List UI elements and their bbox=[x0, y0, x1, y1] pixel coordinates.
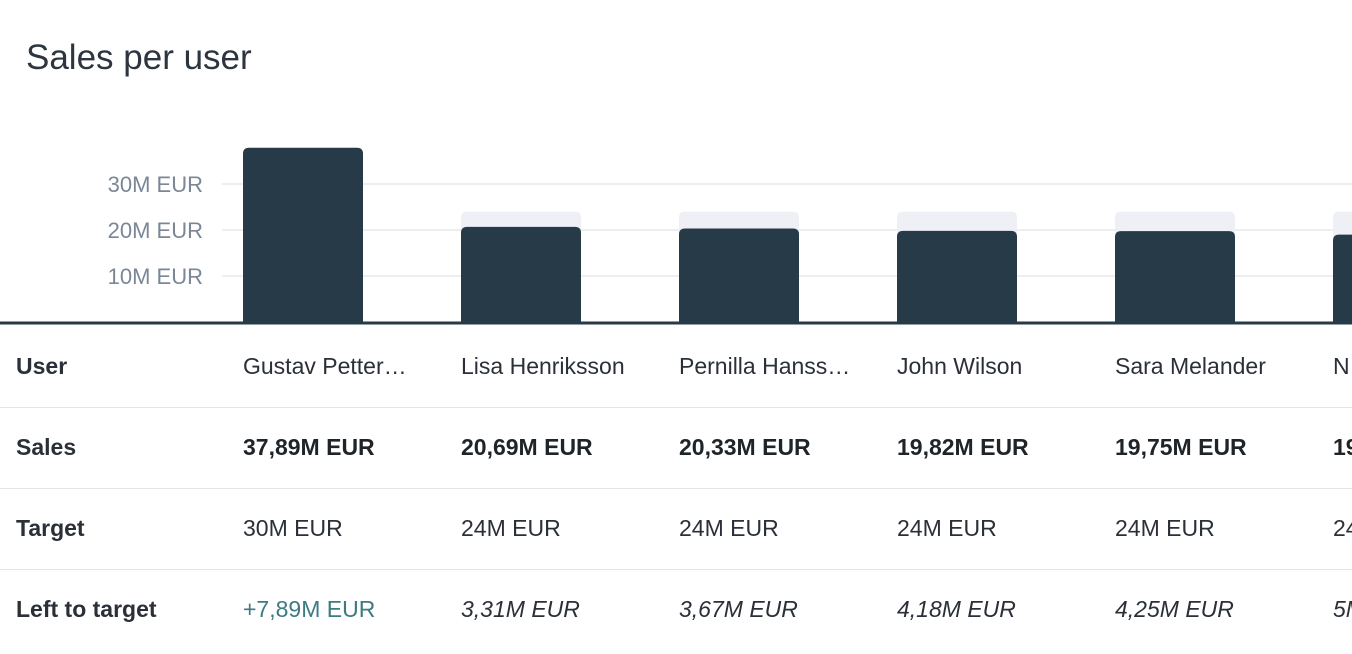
target-cell: 24M EUR bbox=[461, 515, 561, 541]
user-name-cell: Sara Melander bbox=[1115, 352, 1266, 379]
user-row: User Gustav Petter… Lisa Henriksson Pern… bbox=[0, 326, 1352, 407]
row-header-target: Target bbox=[16, 515, 85, 541]
row-header-left-to-target: Left to target bbox=[16, 596, 157, 623]
sales-cell: 20,69M EUR bbox=[461, 434, 593, 460]
sales-bar[interactable] bbox=[1333, 234, 1352, 322]
user-name-cell: Lisa Henriksson bbox=[461, 352, 625, 379]
sales-bars bbox=[243, 147, 1352, 322]
sales-cell: 19 bbox=[1333, 434, 1352, 460]
sales-row: Sales 37,89M EUR 20,69M EUR 20,33M EUR 1… bbox=[0, 407, 1352, 488]
row-header-user: User bbox=[16, 352, 68, 379]
sales-cell: 20,33M EUR bbox=[679, 434, 811, 460]
target-cell: 24 bbox=[1333, 515, 1352, 541]
sales-cell: 19,82M EUR bbox=[897, 434, 1029, 460]
left-to-target-cell: 5M bbox=[1333, 596, 1352, 623]
y-tick-label: 10M EUR bbox=[108, 264, 203, 289]
row-header-sales: Sales bbox=[16, 434, 77, 460]
user-name-cell: Gustav Petter… bbox=[243, 352, 407, 379]
target-cell: 24M EUR bbox=[1115, 515, 1215, 541]
left-to-target-cell: 3,67M EUR bbox=[679, 596, 798, 623]
left-to-target-row: Left to target +7,89M EUR 3,31M EUR 3,67… bbox=[0, 569, 1352, 650]
sales-bar[interactable] bbox=[679, 228, 799, 322]
target-cell: 24M EUR bbox=[897, 515, 997, 541]
y-tick-label: 30M EUR bbox=[108, 172, 203, 197]
left-to-target-cell: 3,31M EUR bbox=[461, 596, 580, 623]
bar-chart: 10M EUR 20M EUR 30M EUR bbox=[0, 147, 1352, 325]
target-row: Target 30M EUR 24M EUR 24M EUR 24M EUR 2… bbox=[0, 488, 1352, 569]
sales-bar[interactable] bbox=[897, 230, 1017, 322]
sales-bar[interactable] bbox=[1115, 231, 1235, 322]
left-to-target-cell: +7,89M EUR bbox=[243, 596, 376, 623]
y-tick-label: 20M EUR bbox=[108, 218, 203, 243]
target-cell: 24M EUR bbox=[679, 515, 779, 541]
chart-title: Sales per user bbox=[26, 38, 252, 77]
sales-bar[interactable] bbox=[243, 147, 363, 322]
sales-cell: 37,89M EUR bbox=[243, 434, 375, 460]
user-name-cell: Pernilla Hanss… bbox=[679, 352, 851, 379]
target-cell: 30M EUR bbox=[243, 515, 343, 541]
left-to-target-cell: 4,25M EUR bbox=[1115, 596, 1234, 623]
sales-bar[interactable] bbox=[461, 226, 581, 322]
sales-cell: 19,75M EUR bbox=[1115, 434, 1247, 460]
user-name-cell: John Wilson bbox=[897, 352, 1023, 379]
sales-table: User Gustav Petter… Lisa Henriksson Pern… bbox=[0, 326, 1352, 650]
left-to-target-cell: 4,18M EUR bbox=[897, 596, 1016, 623]
user-name-cell: N bbox=[1333, 352, 1350, 379]
y-axis-ticks: 10M EUR 20M EUR 30M EUR bbox=[108, 172, 203, 289]
